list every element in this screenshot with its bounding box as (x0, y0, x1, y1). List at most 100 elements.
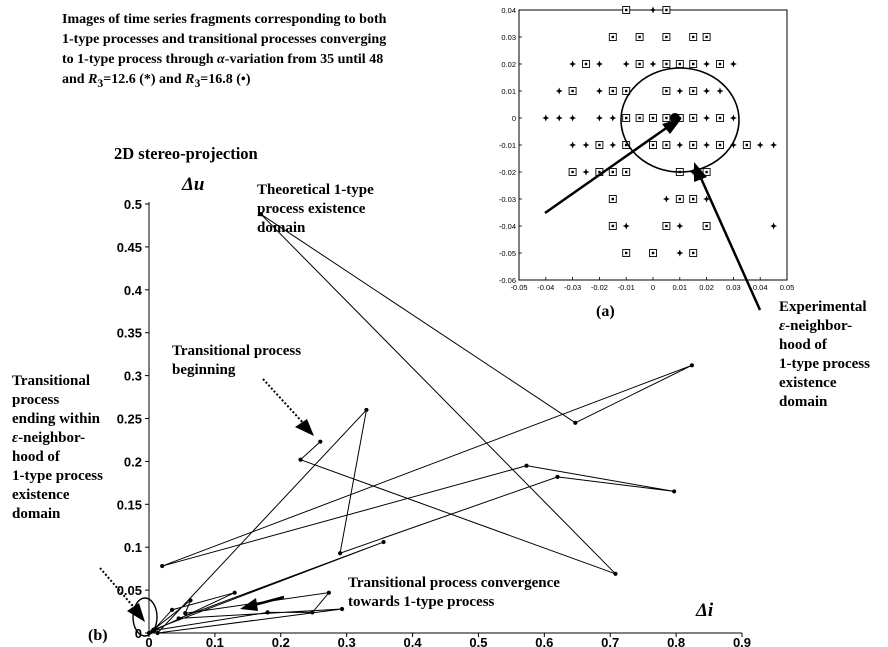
beginning-note-line: beginning (172, 362, 236, 378)
square-marker (689, 60, 698, 68)
inset-y-tick-label: -0.01 (499, 141, 516, 150)
trajectory-point (160, 563, 165, 569)
star-marker (569, 60, 577, 68)
experimental-note-line: 1-type process (779, 356, 870, 372)
star-marker (662, 195, 670, 203)
square-marker (622, 249, 631, 257)
square-marker (662, 87, 671, 95)
y-tick-label: 0.35 (117, 326, 142, 341)
square-marker (662, 33, 671, 41)
square-marker (649, 249, 657, 257)
square-marker (582, 60, 590, 68)
inset-x-tick-label: 0.01 (672, 283, 687, 292)
square-marker (742, 141, 751, 149)
theoretical-arrowhead (662, 118, 682, 134)
inset-x-tick-label: -0.01 (618, 283, 635, 292)
star-marker (569, 141, 577, 149)
transitional-ending-note: Transitional process ending within ε-nei… (12, 372, 132, 524)
star-marker (729, 141, 737, 149)
convergence-note-line: Transitional process convergence (348, 575, 560, 591)
inset-y-tick-label: 0.02 (501, 60, 516, 69)
square-marker (689, 141, 698, 149)
x-tick-label: 0.5 (469, 635, 487, 647)
star-marker (622, 222, 630, 230)
inset-y-tick-label: -0.03 (499, 195, 516, 204)
caption-line-3: to 1-type process through α-variation fr… (62, 52, 384, 67)
square-marker (689, 33, 698, 41)
trajectory-point (339, 606, 345, 612)
star-marker (703, 87, 711, 95)
square-marker (595, 141, 604, 149)
inset-x-tick-label: -0.05 (510, 283, 527, 292)
inset-y-tick-label: 0.04 (501, 6, 516, 15)
x-axis-label: Δi (695, 600, 714, 621)
square-marker (689, 195, 698, 203)
star-marker (676, 87, 684, 95)
star-marker (555, 114, 563, 122)
theoretical-note-line: Theoretical 1-type (257, 182, 374, 198)
square-marker (662, 60, 671, 68)
trajectory-point (298, 457, 303, 462)
star-marker (676, 249, 684, 257)
trajectory-point (613, 571, 618, 576)
square-marker (622, 114, 631, 122)
star-marker (770, 222, 778, 230)
star-marker (716, 87, 724, 95)
x-tick-label: 0.1 (206, 635, 224, 647)
theoretical-domain-note: Theoretical 1-type process existence dom… (257, 181, 497, 238)
ending-note-line: 1-type process (12, 468, 103, 484)
y-tick-label: 0.1 (124, 540, 142, 555)
inset-x-tick-label: -0.03 (564, 283, 581, 292)
ending-note-line: process (12, 392, 60, 408)
ending-note-line: domain (12, 506, 61, 522)
y-tick-label: 0.45 (117, 240, 142, 255)
star-marker (703, 195, 711, 203)
stereo-projection-heading: 2D stereo-projection (114, 144, 258, 163)
experimental-arrow (698, 175, 762, 311)
ending-region-ellipse (132, 597, 158, 637)
trajectory-point (318, 439, 323, 444)
star-marker (756, 141, 764, 149)
trajectory-point (188, 598, 193, 603)
y-tick-label: 0.05 (117, 583, 142, 598)
star-marker (703, 60, 711, 68)
star-marker (649, 6, 657, 14)
star-marker (542, 114, 550, 122)
panel-b-label: (b) (88, 627, 108, 644)
figure-caption: Images of time series fragments correspo… (62, 10, 492, 94)
star-marker (729, 60, 737, 68)
x-tick-label: 0.2 (272, 635, 290, 647)
star-marker (595, 60, 603, 68)
experimental-arrowhead (694, 162, 707, 182)
ending-note-line: hood of (12, 449, 60, 465)
inset-y-tick-label: -0.02 (499, 168, 516, 177)
square-marker (608, 222, 617, 230)
ending-note-line: ε-neighbor- (12, 430, 86, 446)
theoretical-note-line: process existence (257, 201, 366, 217)
trajectory-point (689, 363, 695, 368)
x-tick-label: 0.3 (338, 635, 356, 647)
x-tick-label: 0.4 (404, 635, 423, 647)
caption-line-2: 1-type processes and transitional proces… (62, 32, 387, 47)
star-marker (729, 114, 737, 122)
inset-x-tick-label: 0.02 (699, 283, 714, 292)
square-marker (608, 168, 617, 176)
inset-y-tick-label: 0 (512, 114, 516, 123)
caption-line-4: and R3=12.6 (*) and R3=16.8 (•) (62, 72, 251, 90)
beginning-note-line: Transitional process (172, 343, 302, 359)
square-marker (662, 141, 671, 149)
inset-y-tick-label: -0.04 (499, 222, 516, 231)
y-tick-label: 0.5 (124, 197, 142, 212)
square-marker (716, 141, 724, 149)
panel-a-label: (a) (596, 303, 615, 320)
star-marker (582, 168, 590, 176)
trajectory-point (524, 463, 529, 468)
x-tick-label: 0.8 (667, 635, 685, 647)
star-marker (622, 60, 630, 68)
square-marker (608, 33, 617, 41)
star-marker (595, 87, 603, 95)
trajectory-point (555, 474, 560, 479)
caption-line-1: Images of time series fragments correspo… (62, 12, 387, 27)
square-marker (568, 87, 577, 95)
